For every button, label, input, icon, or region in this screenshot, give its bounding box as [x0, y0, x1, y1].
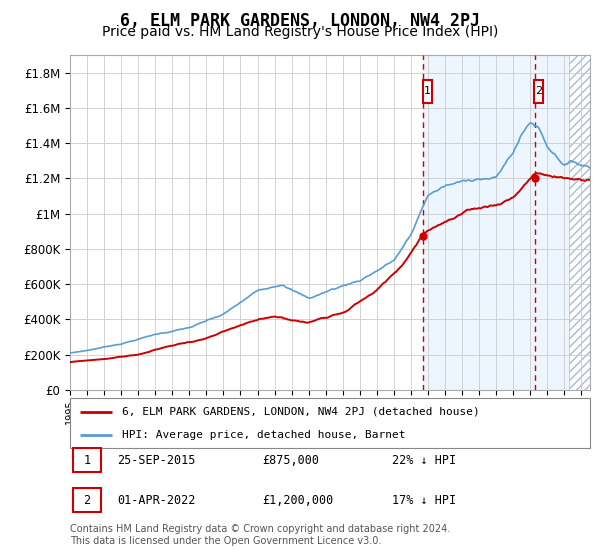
- Text: Price paid vs. HM Land Registry's House Price Index (HPI): Price paid vs. HM Land Registry's House …: [102, 25, 498, 39]
- Text: 25-SEP-2015: 25-SEP-2015: [117, 454, 195, 466]
- FancyBboxPatch shape: [73, 488, 101, 512]
- Text: 1: 1: [83, 454, 91, 466]
- FancyBboxPatch shape: [534, 80, 543, 102]
- Text: 17% ↓ HPI: 17% ↓ HPI: [392, 493, 457, 506]
- Text: 22% ↓ HPI: 22% ↓ HPI: [392, 454, 457, 466]
- FancyBboxPatch shape: [422, 80, 432, 102]
- Text: HPI: Average price, detached house, Barnet: HPI: Average price, detached house, Barn…: [122, 430, 406, 440]
- Text: Contains HM Land Registry data © Crown copyright and database right 2024.
This d: Contains HM Land Registry data © Crown c…: [70, 524, 450, 546]
- Text: 2: 2: [83, 493, 91, 506]
- Text: 6, ELM PARK GARDENS, LONDON, NW4 2PJ: 6, ELM PARK GARDENS, LONDON, NW4 2PJ: [120, 12, 480, 30]
- Text: 6, ELM PARK GARDENS, LONDON, NW4 2PJ (detached house): 6, ELM PARK GARDENS, LONDON, NW4 2PJ (de…: [122, 407, 480, 417]
- Text: £1,200,000: £1,200,000: [262, 493, 334, 506]
- FancyBboxPatch shape: [73, 448, 101, 472]
- Text: £875,000: £875,000: [262, 454, 319, 466]
- Text: 2: 2: [535, 86, 542, 96]
- Text: 1: 1: [424, 86, 431, 96]
- Text: 01-APR-2022: 01-APR-2022: [117, 493, 195, 506]
- FancyBboxPatch shape: [70, 398, 590, 448]
